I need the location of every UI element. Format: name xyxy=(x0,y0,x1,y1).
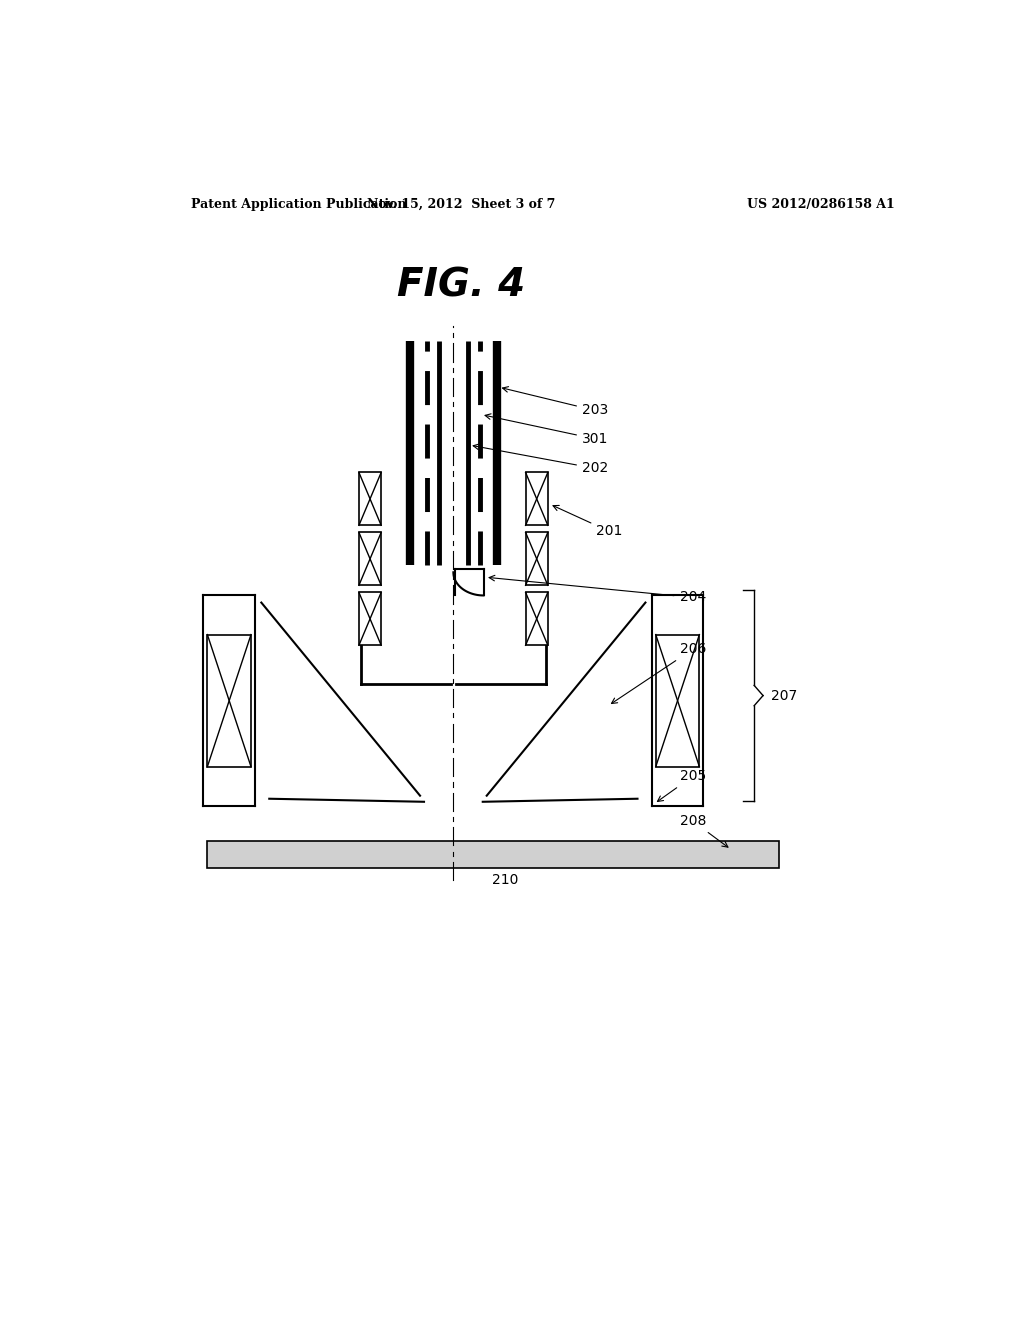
Text: 201: 201 xyxy=(553,506,623,539)
Text: 203: 203 xyxy=(503,387,608,417)
Bar xyxy=(207,841,778,867)
Text: 301: 301 xyxy=(485,414,608,446)
Bar xyxy=(525,532,548,585)
Bar xyxy=(525,593,548,645)
Text: 210: 210 xyxy=(492,873,518,887)
Text: 204: 204 xyxy=(489,576,706,605)
Text: US 2012/0286158 A1: US 2012/0286158 A1 xyxy=(748,198,895,211)
Text: Patent Application Publication: Patent Application Publication xyxy=(191,198,407,211)
Bar xyxy=(655,635,699,767)
Bar xyxy=(359,473,381,525)
Bar xyxy=(207,635,251,767)
Text: Nov. 15, 2012  Sheet 3 of 7: Nov. 15, 2012 Sheet 3 of 7 xyxy=(368,198,555,211)
Bar xyxy=(359,532,381,585)
Text: 202: 202 xyxy=(473,444,608,475)
Text: 207: 207 xyxy=(771,689,797,702)
Text: 206: 206 xyxy=(611,643,706,704)
Bar xyxy=(525,473,548,525)
Text: 208: 208 xyxy=(680,814,728,847)
Text: FIG. 4: FIG. 4 xyxy=(397,267,525,305)
Text: 205: 205 xyxy=(657,770,706,801)
Bar xyxy=(359,593,381,645)
